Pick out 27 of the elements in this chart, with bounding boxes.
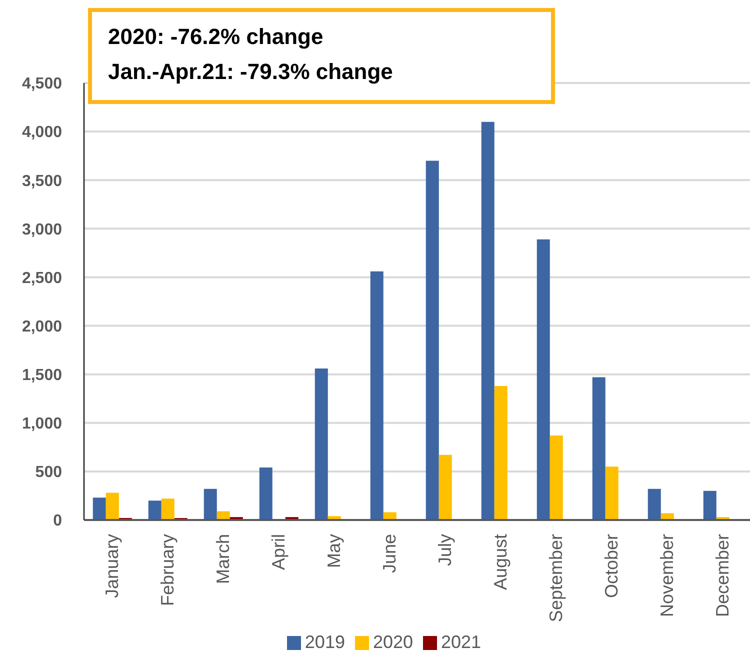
annotation: Jan.-Apr.21: -79.3% change bbox=[108, 59, 393, 85]
x-tick-label: December bbox=[712, 534, 733, 618]
y-tick-label: 2,500 bbox=[22, 270, 62, 287]
x-tick-label: November bbox=[657, 534, 678, 618]
y-tick-label: 1,500 bbox=[22, 367, 62, 384]
x-tick-label: July bbox=[435, 534, 456, 566]
x-tick-label: March bbox=[213, 534, 234, 584]
legend-label: 2020 bbox=[372, 632, 414, 652]
y-tick-label: 500 bbox=[35, 464, 62, 482]
y-tick-label: 4,500 bbox=[22, 76, 62, 93]
legend-label: 2021 bbox=[441, 632, 482, 652]
legend-label: 2019 bbox=[304, 632, 345, 652]
y-tick-label: 4,000 bbox=[22, 124, 62, 142]
x-tick-label: October bbox=[602, 534, 622, 598]
x-tick-label: April bbox=[268, 534, 289, 570]
y-tick-label: 3,500 bbox=[22, 172, 62, 190]
x-tick-label: May bbox=[324, 534, 344, 568]
y-tick-label: 2,000 bbox=[22, 318, 62, 336]
y-tick-label: 1,000 bbox=[22, 416, 62, 433]
x-tick-label: February bbox=[158, 534, 178, 606]
y-tick-label: 3,000 bbox=[22, 221, 62, 238]
x-tick-label: September bbox=[546, 534, 566, 622]
x-tick-label: January bbox=[102, 534, 122, 598]
y-tick-label: 0 bbox=[53, 512, 62, 530]
x-tick-label: June bbox=[380, 534, 400, 574]
text: 2020: -76.2% change bbox=[108, 24, 324, 50]
x-tick-label: August bbox=[490, 534, 511, 590]
